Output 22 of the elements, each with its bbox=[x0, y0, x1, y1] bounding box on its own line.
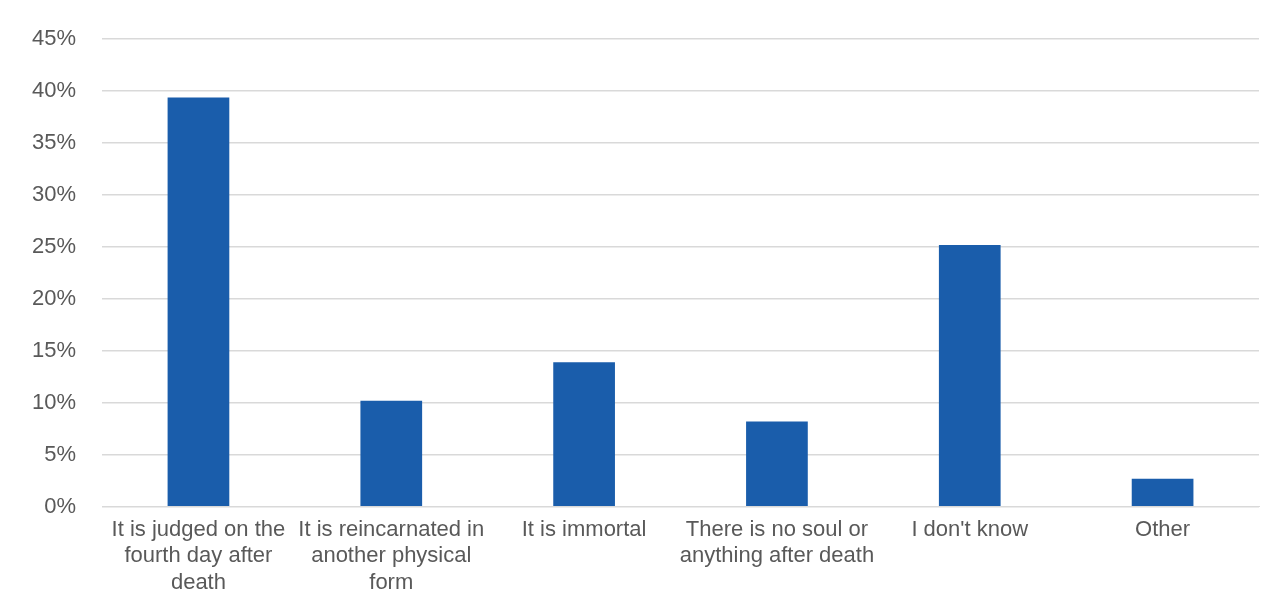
x-tick-label: It is reincarnated in another physical form bbox=[298, 516, 485, 594]
x-tick-label: It is immortal bbox=[521, 516, 647, 542]
bar bbox=[553, 362, 615, 507]
x-tick-label: Other bbox=[1135, 516, 1191, 542]
x-tick-label: It is judged on the fourth day after death bbox=[111, 516, 286, 594]
x-tick-label: There is no soul or anything after death bbox=[679, 516, 875, 568]
x-tick-label: I don't know bbox=[911, 516, 1029, 542]
bar bbox=[746, 421, 808, 507]
y-tick-label: 15% bbox=[31, 337, 77, 362]
bar bbox=[1131, 478, 1194, 507]
y-tick-label: 25% bbox=[31, 233, 77, 259]
y-tick-label: 5% bbox=[44, 440, 77, 466]
y-tick-label: 45% bbox=[31, 25, 77, 51]
bar bbox=[938, 244, 1001, 507]
y-tick-label: 0% bbox=[44, 492, 77, 518]
y-tick-label: 35% bbox=[31, 129, 77, 155]
y-tick-label: 20% bbox=[31, 285, 77, 311]
bar bbox=[360, 400, 423, 507]
bar bbox=[167, 97, 230, 507]
y-tick-label: 10% bbox=[31, 388, 77, 414]
y-tick-label: 30% bbox=[31, 181, 77, 207]
y-tick-label: 40% bbox=[31, 77, 77, 103]
